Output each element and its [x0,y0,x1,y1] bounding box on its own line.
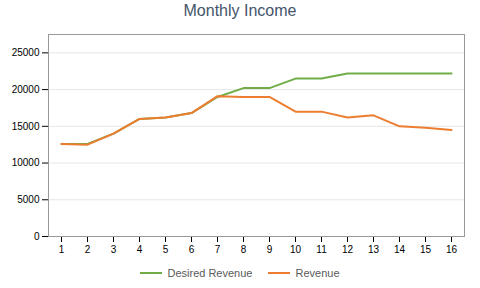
svg-text:6: 6 [189,244,195,255]
svg-text:25000: 25000 [12,47,40,58]
svg-text:4: 4 [137,244,143,255]
svg-text:9: 9 [267,244,273,255]
svg-text:3: 3 [111,244,117,255]
html-text:Desired Revenue: Desired Revenue [167,267,253,279]
svg-text:8: 8 [241,244,247,255]
svg-text:14: 14 [394,244,406,255]
svg-text:11: 11 [316,244,327,255]
svg-text:20000: 20000 [12,84,40,95]
svg-text:10000: 10000 [12,157,40,168]
svg-text:15: 15 [420,244,432,255]
svg-text:10: 10 [290,244,302,255]
html-text:Revenue: Revenue [295,267,340,279]
svg-text:13: 13 [368,244,380,255]
svg-text:0: 0 [34,231,40,242]
svg-text:2: 2 [85,244,91,255]
svg-text:1: 1 [59,244,65,255]
svg-text:5000: 5000 [17,194,40,205]
svg-text:12: 12 [342,244,354,255]
svg-text:7: 7 [215,244,221,255]
svg-text:16: 16 [446,244,458,255]
html-text:Monthly Income: Monthly Income [183,2,297,19]
svg-text:5: 5 [163,244,169,255]
svg-text:15000: 15000 [12,121,40,132]
